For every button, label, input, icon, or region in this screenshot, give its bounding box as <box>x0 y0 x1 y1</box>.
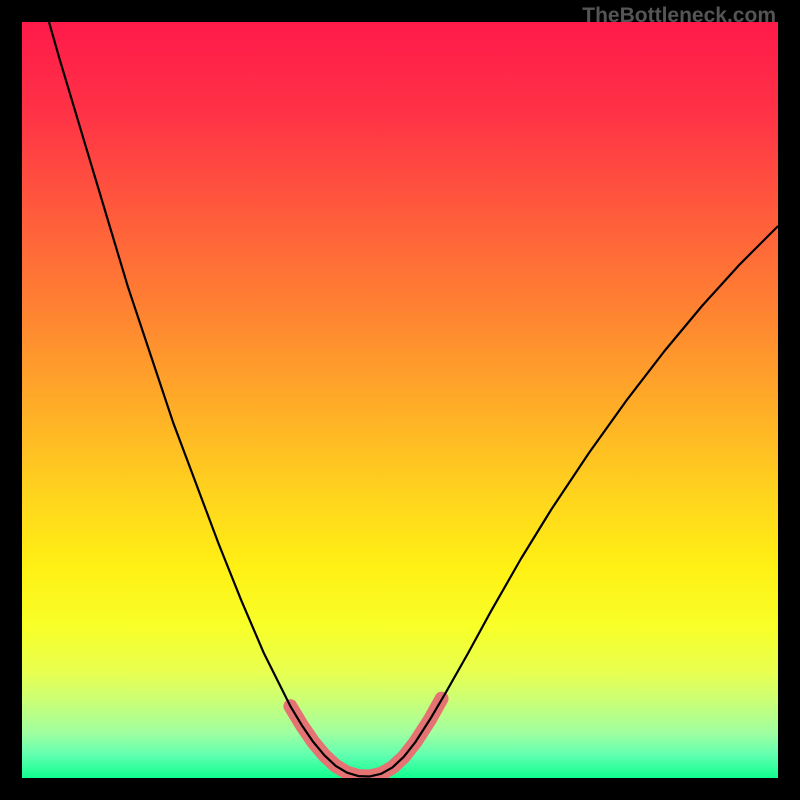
plot-background <box>22 22 778 778</box>
bottleneck-chart: TheBottleneck.com <box>0 0 800 800</box>
chart-svg <box>0 0 800 800</box>
watermark-text: TheBottleneck.com <box>582 4 776 28</box>
